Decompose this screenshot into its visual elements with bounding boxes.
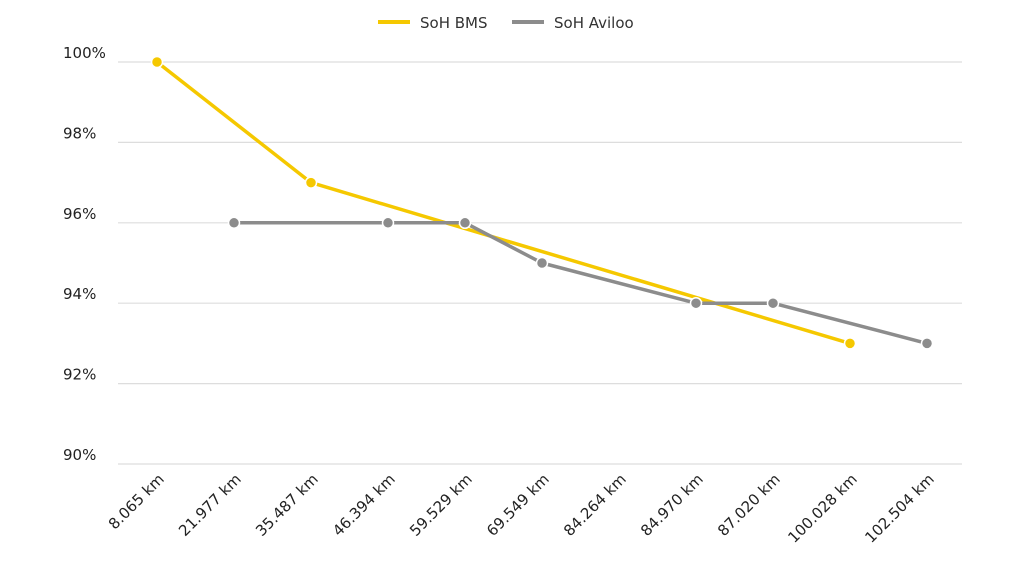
legend-item-soh-aviloo[interactable]: SoH Aviloo (512, 14, 634, 32)
data-point-soh-aviloo[interactable] (381, 216, 395, 230)
y-tick-label: 92% (63, 366, 96, 384)
data-point-soh-aviloo[interactable] (766, 296, 780, 310)
x-tick-label: 69.549 km (483, 470, 553, 540)
data-point-soh-aviloo[interactable] (458, 216, 472, 230)
x-axis-ticks: 8.065 km 21.977 km 35.487 km 46.394 km 59.52… (105, 470, 938, 546)
series-soh-aviloo (227, 216, 934, 350)
x-tick-label: 35.487 km (252, 470, 322, 540)
x-tick-label: 59.529 km (406, 470, 476, 540)
series-line-soh-aviloo (232, 221, 929, 346)
x-tick-label: 46.394 km (329, 470, 399, 540)
data-point-soh-aviloo[interactable] (535, 256, 549, 270)
data-point-soh-aviloo[interactable] (227, 216, 241, 230)
x-tick-label: 21.977 km (175, 470, 245, 540)
series-soh-bms (150, 55, 857, 350)
legend-item-soh-bms[interactable]: SoH BMS (378, 14, 488, 32)
data-point-soh-aviloo[interactable] (920, 337, 934, 350)
x-tick-label: 100.028 km (784, 470, 860, 546)
y-axis-ticks: 90% 92% 94% 96% 98% 100% (63, 44, 106, 464)
data-point-soh-bms[interactable] (150, 55, 164, 69)
data-point-soh-aviloo[interactable] (689, 296, 703, 310)
x-tick-label: 8.065 km (105, 470, 168, 533)
y-tick-label: 90% (63, 446, 96, 464)
y-tick-label: 98% (63, 124, 96, 142)
series-lines (150, 55, 934, 350)
x-tick-label: 84.264 km (560, 470, 630, 540)
x-tick-label: 102.504 km (861, 470, 937, 546)
x-tick-label: 84.970 km (637, 470, 707, 540)
legend: SoH BMS SoH Aviloo (378, 14, 634, 32)
x-tick-label: 87.020 km (714, 470, 784, 540)
data-point-soh-bms[interactable] (843, 337, 857, 350)
y-tick-label: 94% (63, 285, 96, 303)
series-line-soh-bms (155, 60, 852, 346)
legend-label-soh-bms: SoH BMS (420, 14, 488, 32)
y-tick-label: 96% (63, 205, 96, 223)
legend-label-soh-aviloo: SoH Aviloo (554, 14, 634, 32)
data-point-soh-bms[interactable] (304, 176, 318, 189)
y-tick-label: 100% (63, 44, 106, 62)
